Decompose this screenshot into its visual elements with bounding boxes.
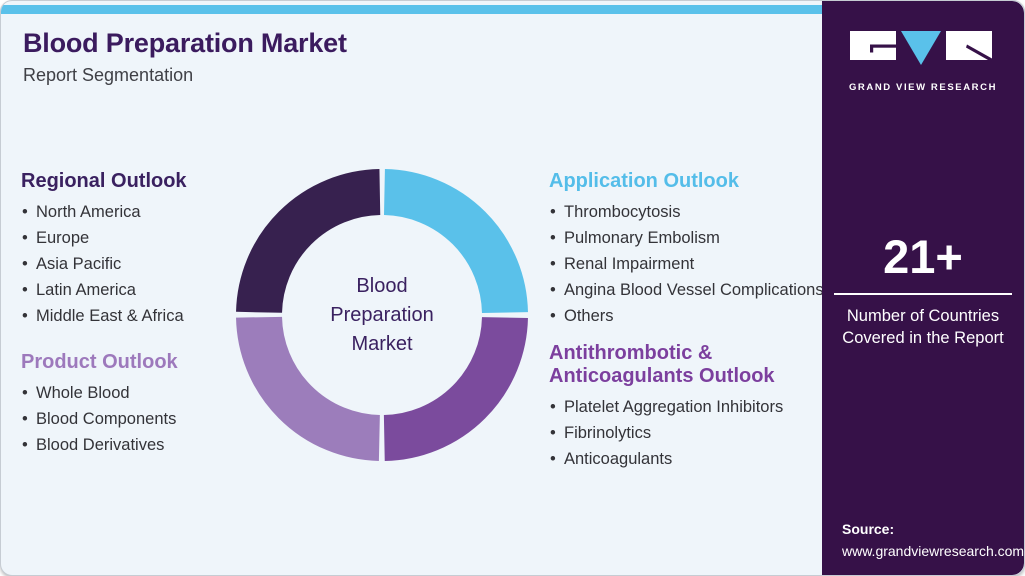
list-item: Renal Impairment: [549, 254, 831, 275]
brand-name: GRAND VIEW RESEARCH: [848, 82, 998, 93]
list-item: Platelet Aggregation Inhibitors: [549, 397, 831, 418]
section-regional-outlook: Regional Outlook North America Europe As…: [21, 170, 259, 327]
list-item: Whole Blood: [21, 383, 259, 404]
list-item: Thrombocytosis: [549, 202, 831, 223]
stat-label: Number of Countries Covered in the Repor…: [842, 307, 1004, 347]
list-item: Others: [549, 306, 831, 327]
page-title: Blood Preparation Market: [23, 28, 347, 58]
countries-stat: 21+ Number of Countries Covered in the R…: [834, 229, 1012, 349]
list-item: Blood Components: [21, 409, 259, 430]
source-block: Source: www.grandviewresearch.com: [842, 521, 1024, 559]
application-outlook-heading: Application Outlook: [549, 170, 739, 192]
donut-chart: Blood Preparation Market: [236, 169, 528, 461]
list-item: Asia Pacific: [21, 254, 259, 275]
product-outlook-heading: Product Outlook: [21, 351, 178, 373]
list-item: Latin America: [21, 280, 259, 301]
list-item: Fibrinolytics: [549, 423, 831, 444]
source-url-link[interactable]: www.grandviewresearch.com: [842, 543, 1025, 559]
antithrombotic-outlook-list: Platelet Aggregation Inhibitors Fibrinol…: [549, 397, 831, 470]
list-item: Pulmonary Embolism: [549, 228, 831, 249]
regional-outlook-list: North America Europe Asia Pacific Latin …: [21, 202, 259, 327]
right-column: Application Outlook Thrombocytosis Pulmo…: [549, 170, 831, 475]
brand-logo: GRAND VIEW RESEARCH: [848, 29, 998, 93]
stat-divider: [834, 293, 1012, 295]
header: Blood Preparation Market Report Segmenta…: [23, 28, 347, 86]
list-item: Anticoagulants: [549, 449, 831, 470]
donut-center-label: Blood Preparation Market: [330, 274, 434, 355]
application-outlook-list: Thrombocytosis Pulmonary Embolism Renal …: [549, 202, 831, 327]
regional-outlook-heading: Regional Outlook: [21, 170, 187, 192]
list-item: North America: [21, 202, 259, 223]
antithrombotic-outlook-heading: Antithrombotic & Anticoagulants Outlook: [549, 342, 775, 387]
stat-value: 21+: [883, 230, 963, 283]
product-outlook-list: Whole Blood Blood Components Blood Deriv…: [21, 383, 259, 456]
list-item: Blood Derivatives: [21, 435, 259, 456]
section-product-outlook: Product Outlook Whole Blood Blood Compon…: [21, 351, 259, 456]
source-label: Source:: [842, 521, 895, 537]
section-antithrombotic-outlook: Antithrombotic & Anticoagulants Outlook …: [549, 342, 831, 470]
list-item: Angina Blood Vessel Complications: [549, 280, 831, 301]
list-item: Europe: [21, 228, 259, 249]
gvr-logo-icon: [850, 31, 992, 65]
top-accent-bar: [1, 5, 822, 14]
list-item: Middle East & Africa: [21, 306, 259, 327]
page-subtitle: Report Segmentation: [23, 65, 194, 85]
sidebar: GRAND VIEW RESEARCH 21+ Number of Countr…: [822, 1, 1024, 575]
left-column: Regional Outlook North America Europe As…: [21, 170, 259, 461]
section-application-outlook: Application Outlook Thrombocytosis Pulmo…: [549, 170, 831, 327]
